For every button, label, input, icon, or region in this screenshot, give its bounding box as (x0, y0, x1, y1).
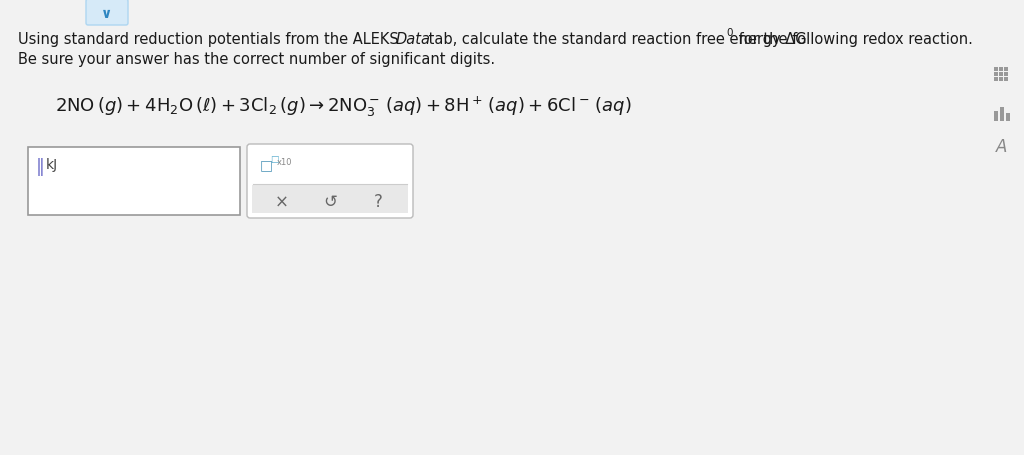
Text: □: □ (270, 155, 279, 164)
Text: $2\mathregular{NO}\,(\mathit{g})+4\mathregular{H_2O}\,(\mathit{\ell})+3\mathregu: $2\mathregular{NO}\,(\mathit{g})+4\mathr… (55, 95, 632, 119)
Bar (28, 148, 240, 216)
Text: ×: × (275, 193, 289, 211)
FancyBboxPatch shape (247, 145, 413, 218)
Text: x10: x10 (278, 157, 293, 167)
Text: ↺: ↺ (323, 193, 337, 211)
Bar (994, 112, 998, 122)
Text: 0: 0 (726, 28, 732, 38)
Bar (994, 78, 998, 82)
Text: tab, calculate the standard reaction free energy ΔG: tab, calculate the standard reaction fre… (424, 32, 807, 47)
Text: □: □ (260, 157, 273, 172)
Text: Be sure your answer has the correct number of significant digits.: Be sure your answer has the correct numb… (18, 52, 496, 67)
Bar (1006, 114, 1010, 122)
Bar (994, 73, 998, 77)
Text: kJ: kJ (46, 157, 58, 172)
Text: Data: Data (396, 32, 431, 47)
Bar (1004, 73, 1008, 77)
Bar (994, 68, 998, 72)
Bar (999, 73, 1002, 77)
Text: ?: ? (374, 193, 382, 211)
Bar (252, 186, 408, 213)
Bar (999, 78, 1002, 82)
Bar (999, 68, 1002, 72)
Bar (1004, 68, 1008, 72)
Text: for the following redox reaction.: for the following redox reaction. (734, 32, 973, 47)
Text: A: A (996, 138, 1008, 156)
Bar (1000, 108, 1004, 122)
Text: Using standard reduction potentials from the ALEKS: Using standard reduction potentials from… (18, 32, 403, 47)
Bar (1004, 78, 1008, 82)
Text: ∨: ∨ (101, 7, 113, 21)
Text: ‖: ‖ (36, 157, 45, 176)
FancyBboxPatch shape (86, 0, 128, 26)
